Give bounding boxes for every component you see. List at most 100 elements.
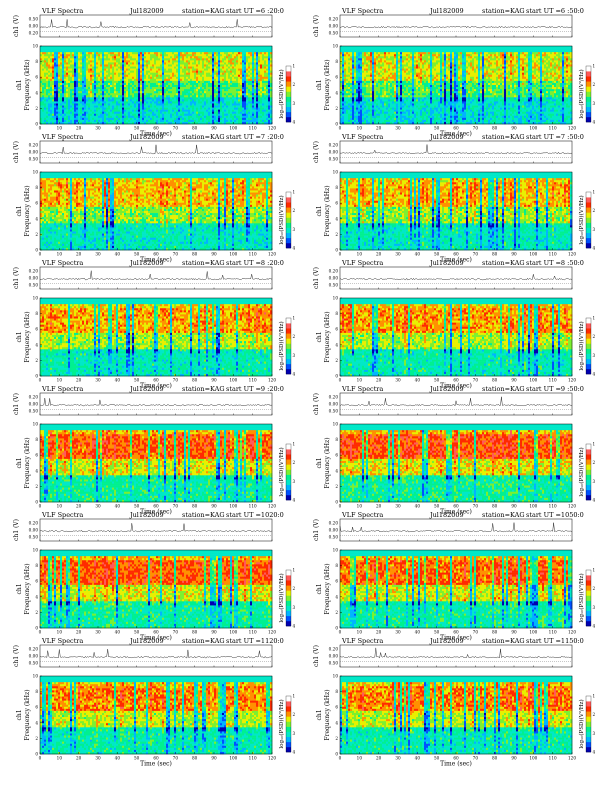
- spectrogram-cell: [340, 50, 343, 53]
- spectrogram-cell: [184, 105, 187, 108]
- spectrogram-cell: [64, 82, 67, 86]
- spectrogram-cell: [210, 95, 213, 98]
- spectrogram-cell: [146, 62, 149, 65]
- spectrogram-cell: [66, 87, 69, 90]
- spectrogram-cell: [192, 117, 195, 121]
- spectrogram-cell: [52, 62, 55, 65]
- spectrogram-cell: [194, 113, 197, 117]
- spectrogram-cell: [98, 52, 101, 55]
- spectrogram-cell: [238, 68, 241, 71]
- spectrogram-cell: [48, 91, 51, 94]
- spectrogram-cell: [160, 68, 163, 71]
- spectrogram-cell: [238, 48, 241, 51]
- spectrogram-cell: [102, 117, 105, 121]
- spectrogram-cell: [242, 121, 245, 125]
- spectrogram-cell: [232, 97, 235, 100]
- spectrogram-cell: [194, 62, 197, 65]
- spectrogram-cell: [246, 85, 249, 88]
- spectrogram-cell: [80, 74, 83, 78]
- spectrogram-cell: [216, 56, 219, 59]
- spectrogram-cell: [252, 46, 255, 49]
- spectrogram-cell: [206, 48, 209, 51]
- spectrogram-cell: [198, 99, 201, 102]
- spectrogram-cell: [426, 50, 429, 53]
- spectrogram-cell: [76, 56, 79, 59]
- spectrogram-cell: [98, 82, 101, 86]
- spectrogram-cell: [214, 68, 217, 71]
- spectrogram-cell: [48, 89, 51, 92]
- spectrogram-cell: [116, 64, 119, 67]
- spectrogram-cell: [124, 111, 127, 115]
- spectrogram-cell: [378, 46, 381, 49]
- spectrogram-cell: [148, 56, 151, 59]
- spectrogram-cell: [60, 52, 63, 55]
- spectrogram-cell: [58, 48, 61, 51]
- spectrogram-cell: [190, 89, 193, 92]
- spectrogram-cell: [62, 46, 65, 49]
- spectrogram-cell: [116, 119, 119, 123]
- spectrogram-cell: [424, 52, 427, 55]
- spectrogram-cell: [170, 58, 173, 61]
- spectrogram-cell: [86, 103, 89, 106]
- spectrogram-cell: [242, 48, 245, 51]
- spectrogram-cell: [234, 68, 237, 71]
- spectrogram-cell: [202, 78, 205, 82]
- spectrogram-cell: [208, 87, 211, 90]
- spectrogram-cell: [158, 93, 161, 96]
- spectrogram-cell: [482, 52, 485, 55]
- spectrogram-cell: [42, 52, 45, 55]
- spectrogram-cell: [258, 111, 261, 115]
- spectrogram-cell: [48, 76, 51, 80]
- spectrogram-cell: [566, 50, 569, 53]
- spectrogram-cell: [122, 113, 125, 117]
- spectrogram-cell: [358, 54, 361, 57]
- spectrogram-cell: [226, 101, 229, 104]
- spectrogram-cell: [196, 111, 199, 115]
- spectrogram-cell: [66, 99, 69, 102]
- spectrogram-cell: [136, 101, 139, 104]
- spectrogram-cell: [348, 54, 351, 57]
- spectrogram-cell: [62, 103, 65, 106]
- spectrogram-cell: [200, 87, 203, 90]
- spectrogram-cell: [164, 111, 167, 115]
- spectrogram-cell: [64, 64, 67, 67]
- spectrogram-cell: [128, 72, 131, 76]
- spectrogram-cell: [134, 109, 137, 112]
- spectrogram-cell: [126, 115, 129, 119]
- spectrogram-cell: [190, 66, 193, 69]
- spectrogram-cell: [44, 89, 47, 92]
- spectrogram-cell: [240, 46, 243, 49]
- spectrogram-cell: [352, 48, 355, 51]
- spectrogram-cell: [224, 78, 227, 82]
- spectrogram-cell: [54, 105, 57, 108]
- spectrogram-cell: [84, 113, 87, 117]
- spectrogram-cell: [92, 115, 95, 119]
- spectrogram-cell: [96, 101, 99, 104]
- spectrogram-cell: [172, 97, 175, 100]
- spectrogram-cell: [194, 60, 197, 63]
- spectrogram-cell: [118, 46, 121, 49]
- spectrogram-cell: [494, 52, 497, 55]
- spectrogram-cell: [96, 70, 99, 73]
- spectrogram-cell: [68, 87, 71, 90]
- spectrogram-cell: [266, 95, 269, 98]
- spectrogram-cell: [124, 103, 127, 106]
- spectrogram-cell: [60, 113, 63, 117]
- spectrogram-cell: [112, 95, 115, 98]
- spectrogram-cell: [186, 78, 189, 82]
- spectrogram-cell: [218, 107, 221, 110]
- spectrogram-cell: [78, 85, 81, 88]
- spectrogram-cell: [130, 117, 133, 121]
- spectrogram-cell: [204, 107, 207, 110]
- spectrogram-cell: [70, 109, 73, 112]
- spectrogram-cell: [366, 50, 369, 53]
- spectrogram-cell: [218, 111, 221, 115]
- spectrogram-cell: [230, 91, 233, 94]
- spectrogram-cell: [216, 46, 219, 49]
- spectrogram-cell: [122, 68, 125, 71]
- spectrogram-cell: [100, 85, 103, 88]
- spectrogram-cell: [244, 52, 247, 55]
- spectrogram-cell: [178, 72, 181, 76]
- spectrogram-cell: [106, 56, 109, 59]
- spectrogram-cell: [194, 58, 197, 61]
